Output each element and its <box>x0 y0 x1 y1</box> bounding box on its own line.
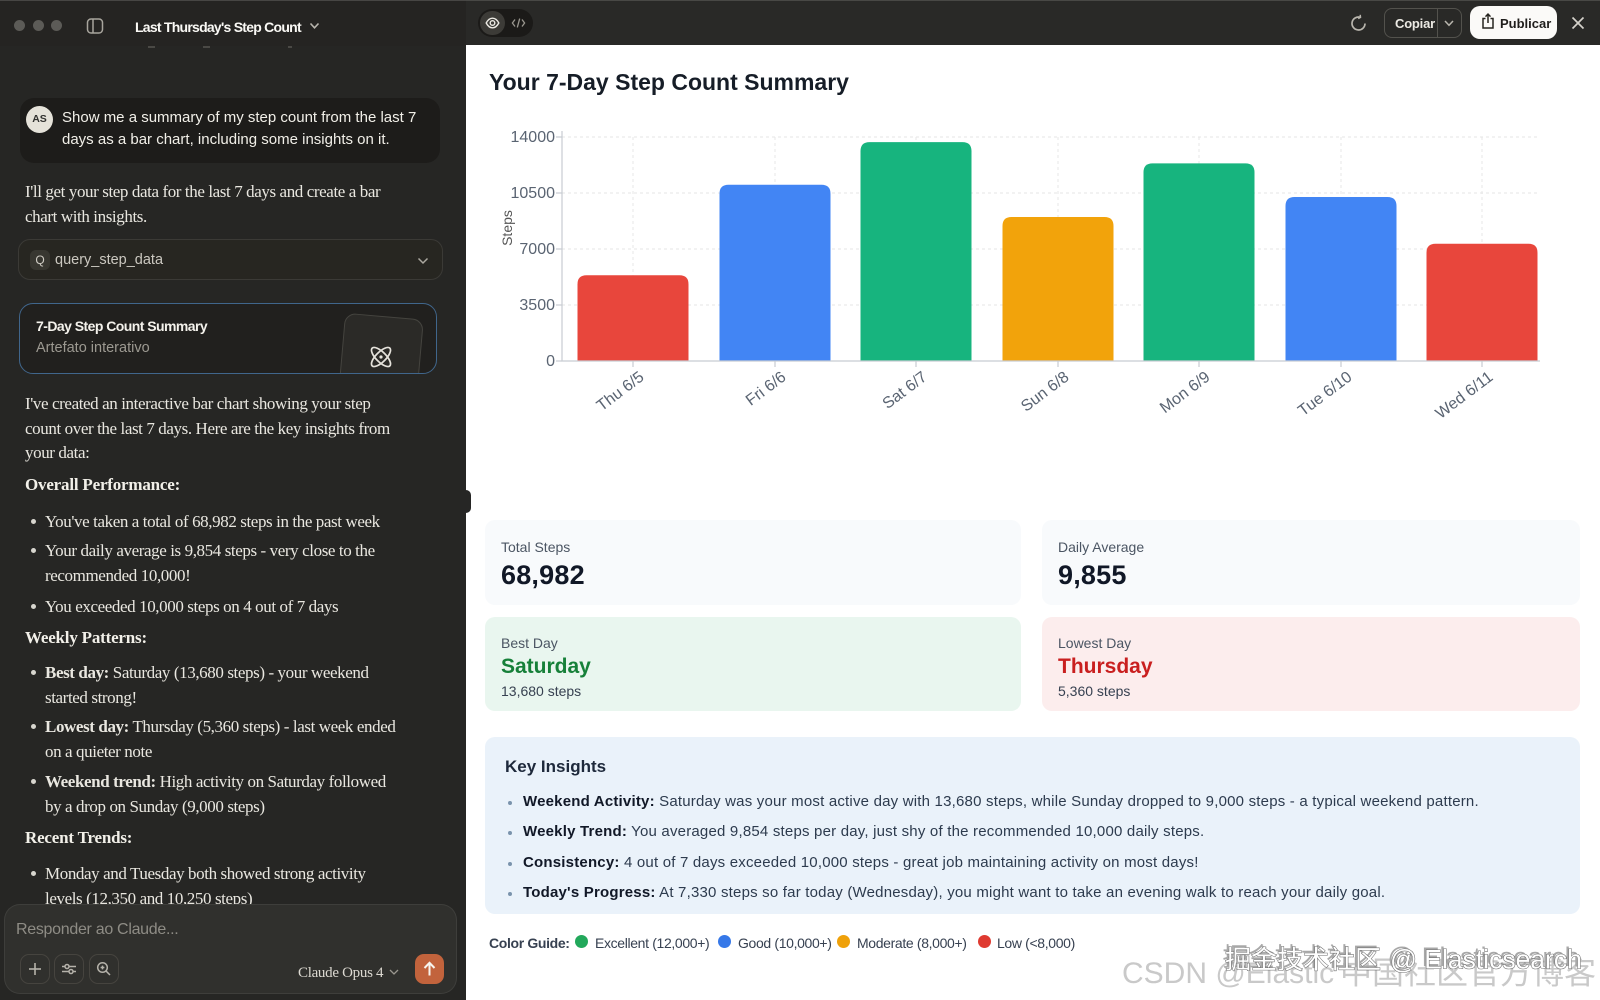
svg-text:@ Elasticsearch: @ Elasticsearch <box>1388 942 1580 972</box>
svg-text:Tue 6/10: Tue 6/10 <box>1295 369 1355 420</box>
svg-text:Mon 6/9: Mon 6/9 <box>1157 369 1213 417</box>
svg-text:3500: 3500 <box>519 297 555 314</box>
svg-text:14000: 14000 <box>511 129 556 146</box>
svg-text:Wed 6/11: Wed 6/11 <box>1433 369 1497 423</box>
svg-text:Steps: Steps <box>499 210 515 246</box>
svg-text:@ Elasticsearch: @ Elasticsearch <box>1390 945 1582 975</box>
svg-text:0: 0 <box>546 353 555 370</box>
svg-text:Sun 6/8: Sun 6/8 <box>1018 369 1072 416</box>
svg-text:7000: 7000 <box>519 241 555 258</box>
svg-text:Sat 6/7: Sat 6/7 <box>880 369 931 413</box>
svg-text:Thu 6/5: Thu 6/5 <box>594 369 648 415</box>
svg-text:Fri 6/6: Fri 6/6 <box>743 369 790 410</box>
svg-text:10500: 10500 <box>511 185 556 202</box>
